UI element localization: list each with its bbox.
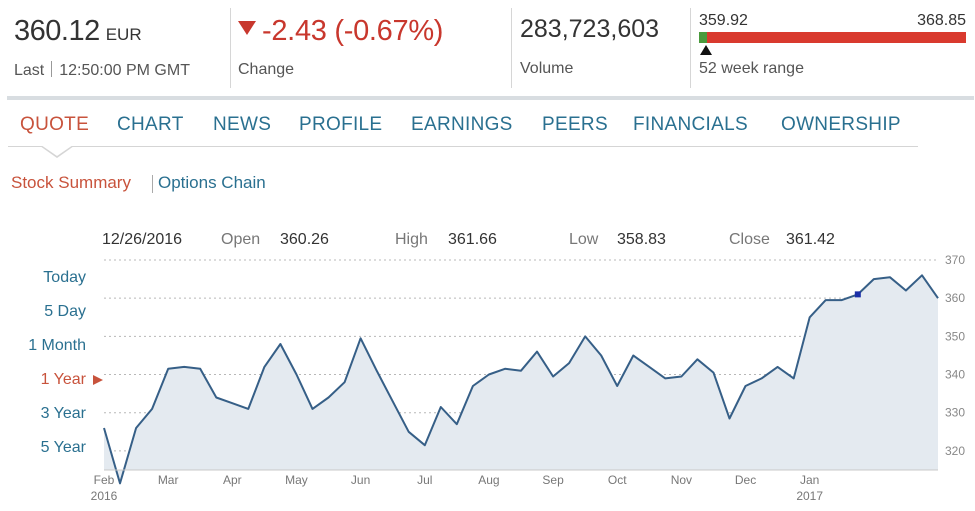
x-tick-label: Aug: [478, 473, 499, 487]
divider: [511, 8, 512, 88]
tab-ownership[interactable]: OWNERSHIP: [781, 114, 901, 135]
quote-header: 360.12 EUR Last 12:50:00 PM GMT -2.43 (-0.…: [0, 0, 975, 100]
tab-earnings[interactable]: EARNINGS: [411, 114, 513, 135]
y-tick-label: 370: [945, 255, 965, 267]
x-tick-label: Dec: [735, 473, 756, 487]
last-price: 360.12 EUR: [14, 15, 142, 48]
active-tab-caret-icon: [40, 145, 74, 158]
volume-label: Volume: [520, 60, 574, 77]
divider: [690, 8, 691, 88]
selected-range-arrow-icon: [93, 375, 103, 385]
selected-point-marker: [854, 291, 861, 298]
trade-time: 12:50:00 PM GMT: [59, 62, 190, 79]
y-tick-label: 360: [945, 291, 965, 305]
x-tick-label: 2016: [91, 489, 118, 503]
last-label: Last: [14, 62, 45, 79]
x-tick-label: Nov: [671, 473, 692, 487]
range-1-year[interactable]: 1 Year: [40, 371, 86, 388]
subtab-options-chain[interactable]: Options Chain: [158, 173, 266, 192]
tab-profile[interactable]: PROFILE: [299, 114, 383, 135]
volume-value: 283,723,603: [520, 15, 660, 43]
range-marker-icon: [700, 45, 712, 55]
nav-tabs: QUOTE CHART NEWS PROFILE EARNINGS PEERS …: [0, 112, 975, 142]
x-tick-label: 2017: [796, 489, 823, 503]
x-tick-label: Jul: [417, 473, 432, 487]
range-label: 52 week range: [699, 60, 804, 77]
range-5-year[interactable]: 5 Year: [40, 439, 86, 456]
price-change: -2.43 (-0.67%): [238, 15, 443, 48]
change-value: -2.43 (-0.67%): [262, 15, 444, 47]
x-tick-label: Mar: [158, 473, 179, 487]
range-bar: [699, 32, 966, 43]
close-label: Close: [729, 231, 770, 248]
range-low: 359.92: [699, 12, 748, 29]
tab-financials[interactable]: FINANCIALS: [633, 114, 748, 135]
divider: [230, 8, 231, 88]
open-label: Open: [221, 231, 261, 248]
close-value: 361.42: [786, 231, 835, 248]
open-value: 360.26: [280, 231, 329, 248]
x-tick-label: Jan: [800, 473, 819, 487]
price-chart: 320 330 340 350 360 370 Feb 2016 Mar Apr May Jun Jul…: [91, 255, 966, 503]
range-5-day[interactable]: 5 Day: [44, 303, 86, 320]
range-today[interactable]: Today: [43, 269, 86, 286]
high-value: 361.66: [448, 231, 497, 248]
range-bar-fill: [699, 32, 707, 43]
change-label: Change: [238, 61, 295, 78]
low-label: Low: [569, 231, 599, 248]
range-high: 368.85: [917, 12, 966, 29]
x-tick-label: Apr: [223, 473, 242, 487]
x-tick-label: May: [285, 473, 308, 487]
header-divider: [7, 96, 974, 100]
tab-chart[interactable]: CHART: [117, 114, 184, 135]
x-tick-label: Feb: [94, 473, 115, 487]
price-line: [103, 274, 939, 485]
x-tick-label: Oct: [608, 473, 627, 487]
tab-peers[interactable]: PEERS: [542, 114, 608, 135]
tabs-underline: [8, 146, 918, 147]
divider: [152, 175, 153, 193]
down-arrow-icon: [238, 21, 256, 35]
y-tick-label: 320: [945, 444, 965, 458]
range-1-month[interactable]: 1 Month: [28, 337, 86, 354]
y-tick-label: 350: [945, 329, 965, 343]
subtab-stock-summary[interactable]: Stock Summary: [11, 173, 131, 192]
tab-news[interactable]: NEWS: [213, 114, 272, 135]
ohlc-date: 12/26/2016: [102, 231, 183, 248]
x-tick-label: Jun: [351, 473, 370, 487]
y-tick-label: 340: [945, 368, 965, 382]
range-3-year[interactable]: 3 Year: [40, 405, 86, 422]
high-label: High: [395, 231, 428, 248]
currency: EUR: [105, 25, 142, 44]
price-value: 360.12: [14, 15, 100, 47]
divider: [51, 61, 53, 77]
last-trade-time: Last 12:50:00 PM GMT: [14, 61, 190, 80]
y-tick-label: 330: [945, 406, 965, 420]
low-value: 358.83: [617, 231, 666, 248]
tab-quote[interactable]: QUOTE: [20, 114, 90, 135]
x-tick-label: Sep: [542, 473, 564, 487]
price-area: [104, 275, 938, 484]
